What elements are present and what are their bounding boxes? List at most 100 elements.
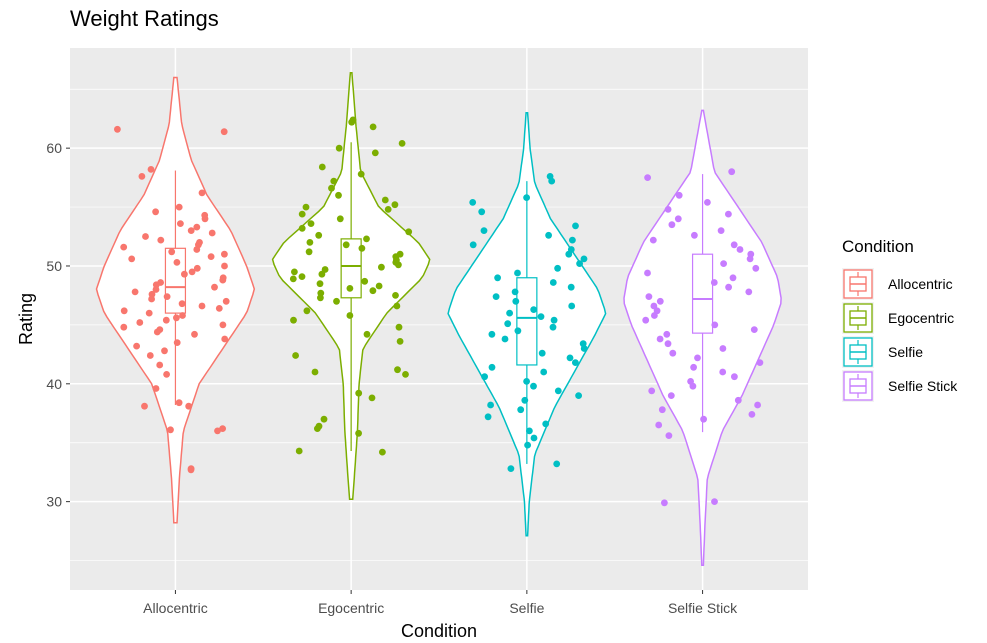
box-iqr (516, 277, 538, 366)
data-point (725, 283, 732, 291)
data-point (717, 227, 725, 235)
data-point (163, 371, 171, 378)
x-tick-label: Egocentric (318, 600, 384, 616)
data-point (336, 215, 344, 223)
data-point (566, 354, 574, 362)
data-point (664, 206, 672, 213)
data-point (580, 255, 588, 263)
data-point (494, 274, 501, 282)
box-iqr (691, 253, 714, 334)
data-point (318, 270, 326, 278)
data-point (378, 263, 385, 271)
data-point (728, 168, 736, 176)
data-point (148, 295, 156, 303)
points-layer (114, 116, 764, 507)
data-point (568, 302, 576, 310)
data-point (648, 387, 656, 395)
data-point (656, 335, 664, 343)
data-point (161, 347, 168, 355)
data-point (524, 441, 531, 449)
data-point (545, 231, 552, 239)
data-point (719, 345, 727, 352)
data-point (215, 305, 223, 312)
data-point (173, 314, 180, 322)
data-point (187, 227, 195, 235)
data-point (667, 392, 675, 399)
data-point (550, 316, 558, 324)
data-point (298, 210, 306, 218)
data-point (131, 288, 139, 296)
data-point (392, 292, 399, 299)
data-point (478, 208, 486, 216)
data-point (565, 250, 573, 258)
data-point (507, 465, 515, 472)
data-point (720, 260, 727, 267)
data-point (175, 203, 183, 211)
data-point (335, 144, 343, 152)
data-point (487, 401, 494, 409)
data-point (120, 243, 128, 251)
data-point (393, 302, 401, 310)
data-point (506, 309, 513, 317)
data-point (163, 293, 171, 300)
data-point (704, 199, 711, 206)
data-point (523, 194, 530, 202)
data-point (384, 206, 392, 213)
data-point (484, 413, 492, 421)
data-point (298, 224, 306, 232)
data-point (521, 396, 529, 404)
data-point (492, 293, 500, 300)
data-point (734, 396, 742, 404)
data-point (302, 203, 310, 211)
data-point (314, 425, 321, 432)
data-point (665, 432, 673, 439)
y-tick-label: 50 (46, 258, 62, 274)
data-point (504, 320, 512, 328)
data-point (381, 196, 389, 204)
data-point (333, 297, 340, 305)
data-point (530, 434, 538, 442)
data-point (675, 191, 683, 199)
data-point (291, 268, 298, 276)
data-point (395, 323, 403, 331)
data-point (211, 283, 218, 291)
data-point (572, 359, 579, 366)
data-point (756, 359, 764, 366)
legend-label: Selfie Stick (888, 378, 958, 394)
data-point (575, 392, 582, 399)
x-tick-label: Selfie (509, 600, 544, 616)
data-point (193, 223, 201, 231)
data-point (663, 330, 671, 338)
data-point (179, 312, 186, 319)
data-point (303, 307, 311, 315)
data-point (700, 415, 707, 423)
chart-title: Weight Ratings (70, 6, 219, 31)
axis-layer: 30 40 50 60 Allocentric Egocentric Selfie Selfi… (46, 140, 738, 616)
data-point (318, 163, 326, 171)
data-point (514, 327, 522, 335)
data-point (530, 306, 538, 313)
data-point (729, 274, 737, 282)
data-point (168, 248, 176, 256)
data-point (175, 399, 183, 407)
data-point (363, 330, 371, 338)
data-point (396, 338, 404, 345)
data-point (689, 382, 697, 390)
data-point (644, 174, 651, 182)
data-point (549, 323, 557, 331)
data-point (201, 215, 209, 223)
data-point (745, 288, 753, 296)
data-point (208, 229, 216, 237)
data-point (549, 279, 557, 286)
data-point (530, 382, 537, 390)
legend: Condition Allocentric Egocentric Selfie Sel… (842, 237, 958, 402)
data-point (219, 276, 227, 284)
data-point (138, 173, 146, 180)
data-point (402, 371, 409, 378)
data-point (394, 366, 401, 374)
data-point (298, 273, 306, 280)
data-point (177, 220, 184, 228)
data-point (153, 328, 161, 336)
data-point (328, 184, 335, 192)
